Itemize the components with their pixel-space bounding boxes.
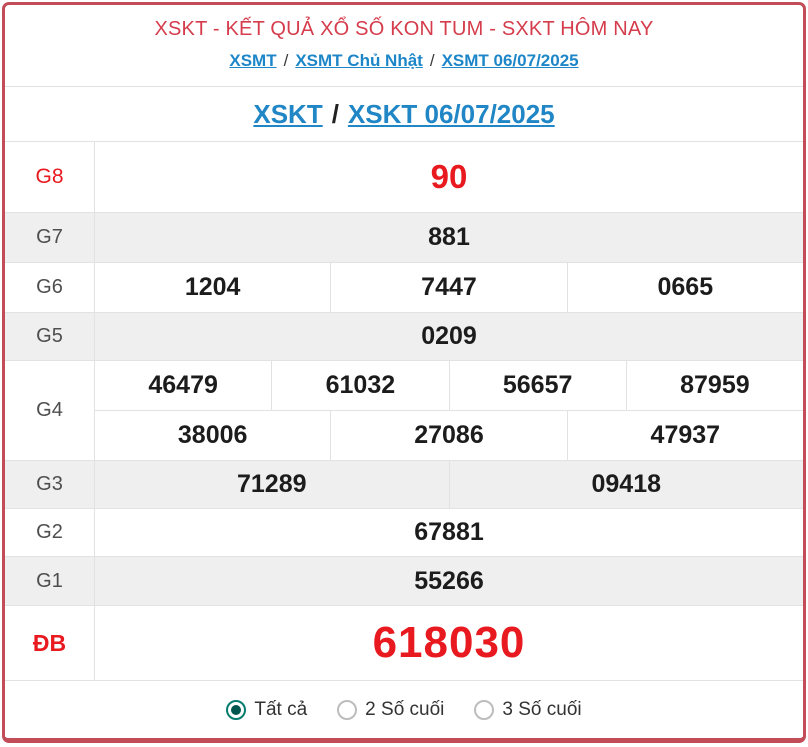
subtitle-separator: / bbox=[331, 98, 339, 129]
radio-unselected-icon[interactable] bbox=[474, 699, 495, 720]
breadcrumb: XSMT / XSMT Chủ Nhật / XSMT 06/07/2025 bbox=[5, 51, 803, 71]
subtitle-link-xskt-date[interactable]: XSKT 06/07/2025 bbox=[347, 98, 555, 129]
table-row-g4: G4 46479 61032 56657 87959 38006 27086 4… bbox=[5, 361, 803, 461]
breadcrumb-separator: / bbox=[429, 51, 435, 70]
prize-label-g6: G6 bbox=[5, 263, 95, 312]
radio-option-last2[interactable]: 2 Số cuối bbox=[337, 699, 444, 721]
header: XSKT - KẾT QUẢ XỔ SỐ KON TUM - SXKT HÔM … bbox=[5, 5, 803, 86]
prize-value-g4-5: 38006 bbox=[95, 411, 332, 460]
radio-unselected-icon[interactable] bbox=[337, 699, 358, 720]
prize-value-g4-6: 27086 bbox=[331, 411, 568, 460]
prize-value-g1: 55266 bbox=[414, 566, 484, 595]
radio-option-all[interactable]: Tất cả bbox=[226, 699, 307, 721]
prize-value-g4-2: 61032 bbox=[272, 361, 450, 410]
prize-label-g2: G2 bbox=[5, 509, 95, 556]
prize-value-g6-3: 0665 bbox=[657, 273, 714, 301]
table-row-g7: G7 881 bbox=[5, 213, 803, 263]
filter-bar: Tất cả 2 Số cuối 3 Số cuối bbox=[5, 681, 803, 738]
table-row-g5: G5 0209 bbox=[5, 313, 803, 361]
radio-selected-icon[interactable] bbox=[226, 699, 247, 720]
table-row-g2: G2 67881 bbox=[5, 509, 803, 557]
prize-value-g4-3: 56657 bbox=[450, 361, 627, 410]
prize-value-db: 618030 bbox=[372, 618, 526, 667]
prize-value-g4-7: 47937 bbox=[650, 421, 721, 449]
prize-value-g7: 881 bbox=[428, 223, 470, 251]
prize-label-g8: G8 bbox=[5, 142, 95, 212]
table-row-g8: G8 90 bbox=[5, 142, 803, 213]
breadcrumb-separator: / bbox=[283, 51, 289, 70]
prize-label-g1: G1 bbox=[5, 557, 95, 605]
prize-value-g6-2: 7447 bbox=[331, 263, 568, 312]
breadcrumb-link-xsmt-date[interactable]: XSMT 06/07/2025 bbox=[441, 51, 579, 70]
table-row-db: ĐB 618030 bbox=[5, 606, 803, 681]
table-row-g3: G3 71289 09418 bbox=[5, 461, 803, 509]
prize-label-g7: G7 bbox=[5, 213, 95, 262]
prize-value-g5: 0209 bbox=[421, 322, 477, 350]
prize-value-g2: 67881 bbox=[414, 518, 484, 546]
subtitle-link-xskt[interactable]: XSKT bbox=[253, 98, 323, 129]
prize-value-g6-1: 1204 bbox=[95, 263, 332, 312]
page-title: XSKT - KẾT QUẢ XỔ SỐ KON TUM - SXKT HÔM … bbox=[154, 18, 654, 40]
prize-label-g3: G3 bbox=[5, 461, 95, 508]
breadcrumb-link-xsmt[interactable]: XSMT bbox=[229, 51, 277, 70]
prize-label-g5: G5 bbox=[5, 313, 95, 360]
table-row-g6: G6 1204 7447 0665 bbox=[5, 263, 803, 313]
prize-value-g4-1: 46479 bbox=[95, 361, 273, 410]
radio-option-last3[interactable]: 3 Số cuối bbox=[474, 698, 582, 721]
prize-label-g4: G4 bbox=[5, 361, 95, 460]
radio-label-last3: 3 Số cuối bbox=[502, 698, 582, 720]
results-table: G8 90 G7 881 G6 1204 7447 0665 G5 0209 bbox=[5, 142, 803, 738]
table-row-g1: G1 55266 bbox=[5, 557, 803, 606]
prize-value-g3-2: 09418 bbox=[591, 470, 662, 498]
subtitle: XSKT / XSKT 06/07/2025 bbox=[5, 86, 803, 142]
radio-label-last2: 2 Số cuối bbox=[365, 698, 445, 720]
prize-label-db: ĐB bbox=[5, 606, 95, 680]
breadcrumb-link-xsmt-chu-nhat[interactable]: XSMT Chủ Nhật bbox=[295, 51, 423, 70]
prize-value-g3-1: 71289 bbox=[95, 461, 450, 508]
radio-label-all: Tất cả bbox=[254, 698, 308, 720]
prize-value-g4-4: 87959 bbox=[680, 371, 750, 399]
prize-value-g8: 90 bbox=[430, 158, 468, 195]
